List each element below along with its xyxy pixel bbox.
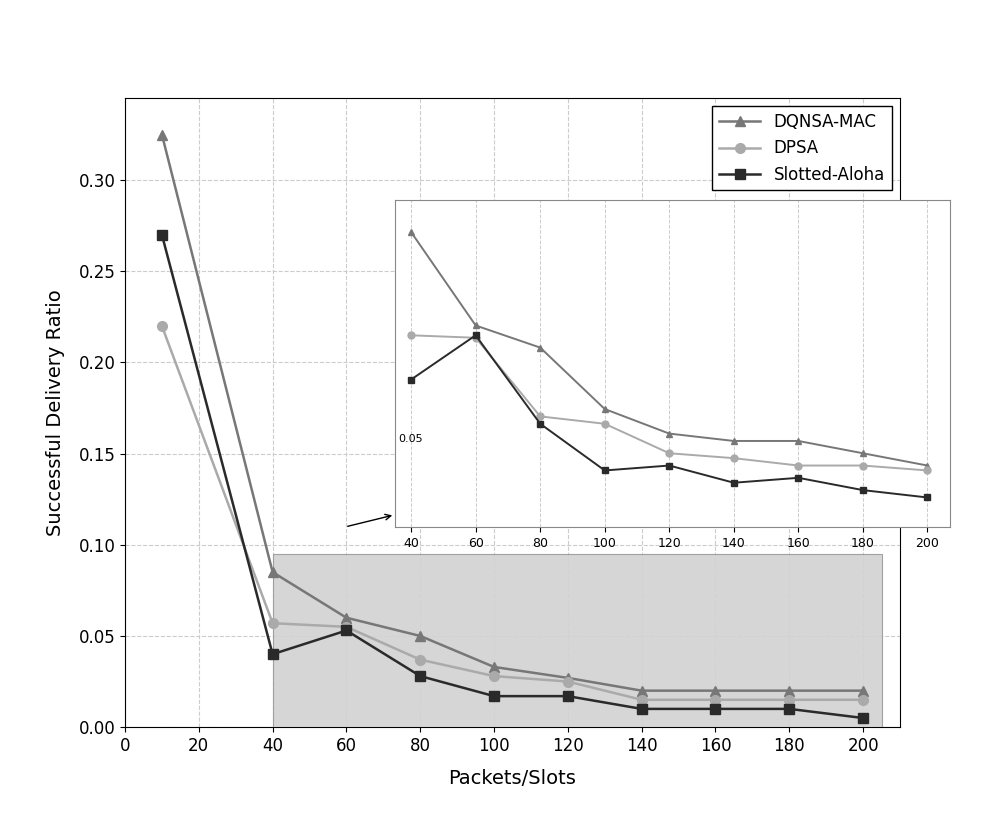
DPSA (857, 695, 869, 705)
DPSA (636, 695, 648, 705)
DPSA (156, 321, 168, 331)
DQNSA-MAC (267, 567, 279, 577)
Slotted-Aloha (488, 691, 500, 701)
DPSA (340, 622, 352, 632)
Slotted-Aloha (783, 704, 795, 714)
Slotted-Aloha (414, 672, 426, 681)
Line: DQNSA-MAC: DQNSA-MAC (157, 130, 868, 695)
DQNSA-MAC (488, 662, 500, 672)
DQNSA-MAC (340, 613, 352, 623)
DQNSA-MAC (414, 631, 426, 641)
Line: DPSA: DPSA (157, 321, 868, 704)
Slotted-Aloha (562, 691, 574, 701)
Slotted-Aloha (267, 650, 279, 659)
Slotted-Aloha (857, 713, 869, 723)
DQNSA-MAC (562, 673, 574, 683)
DQNSA-MAC (156, 130, 168, 140)
DPSA (488, 672, 500, 681)
DPSA (414, 654, 426, 664)
DQNSA-MAC (636, 685, 648, 695)
Line: Slotted-Aloha: Slotted-Aloha (157, 230, 868, 723)
Slotted-Aloha (156, 230, 168, 239)
Slotted-Aloha (709, 704, 721, 714)
Slotted-Aloha (636, 704, 648, 714)
DPSA (267, 618, 279, 628)
DPSA (783, 695, 795, 705)
Y-axis label: Successful Delivery Ratio: Successful Delivery Ratio (46, 289, 65, 536)
X-axis label: Packets/Slots: Packets/Slots (449, 769, 576, 788)
Legend: DQNSA-MAC, DPSA, Slotted-Aloha: DQNSA-MAC, DPSA, Slotted-Aloha (712, 106, 892, 190)
DQNSA-MAC (783, 685, 795, 695)
DPSA (709, 695, 721, 705)
Slotted-Aloha (340, 626, 352, 636)
DQNSA-MAC (857, 685, 869, 695)
FancyBboxPatch shape (273, 554, 882, 727)
Text: 0.05: 0.05 (398, 434, 422, 444)
DQNSA-MAC (709, 685, 721, 695)
DPSA (562, 676, 574, 686)
